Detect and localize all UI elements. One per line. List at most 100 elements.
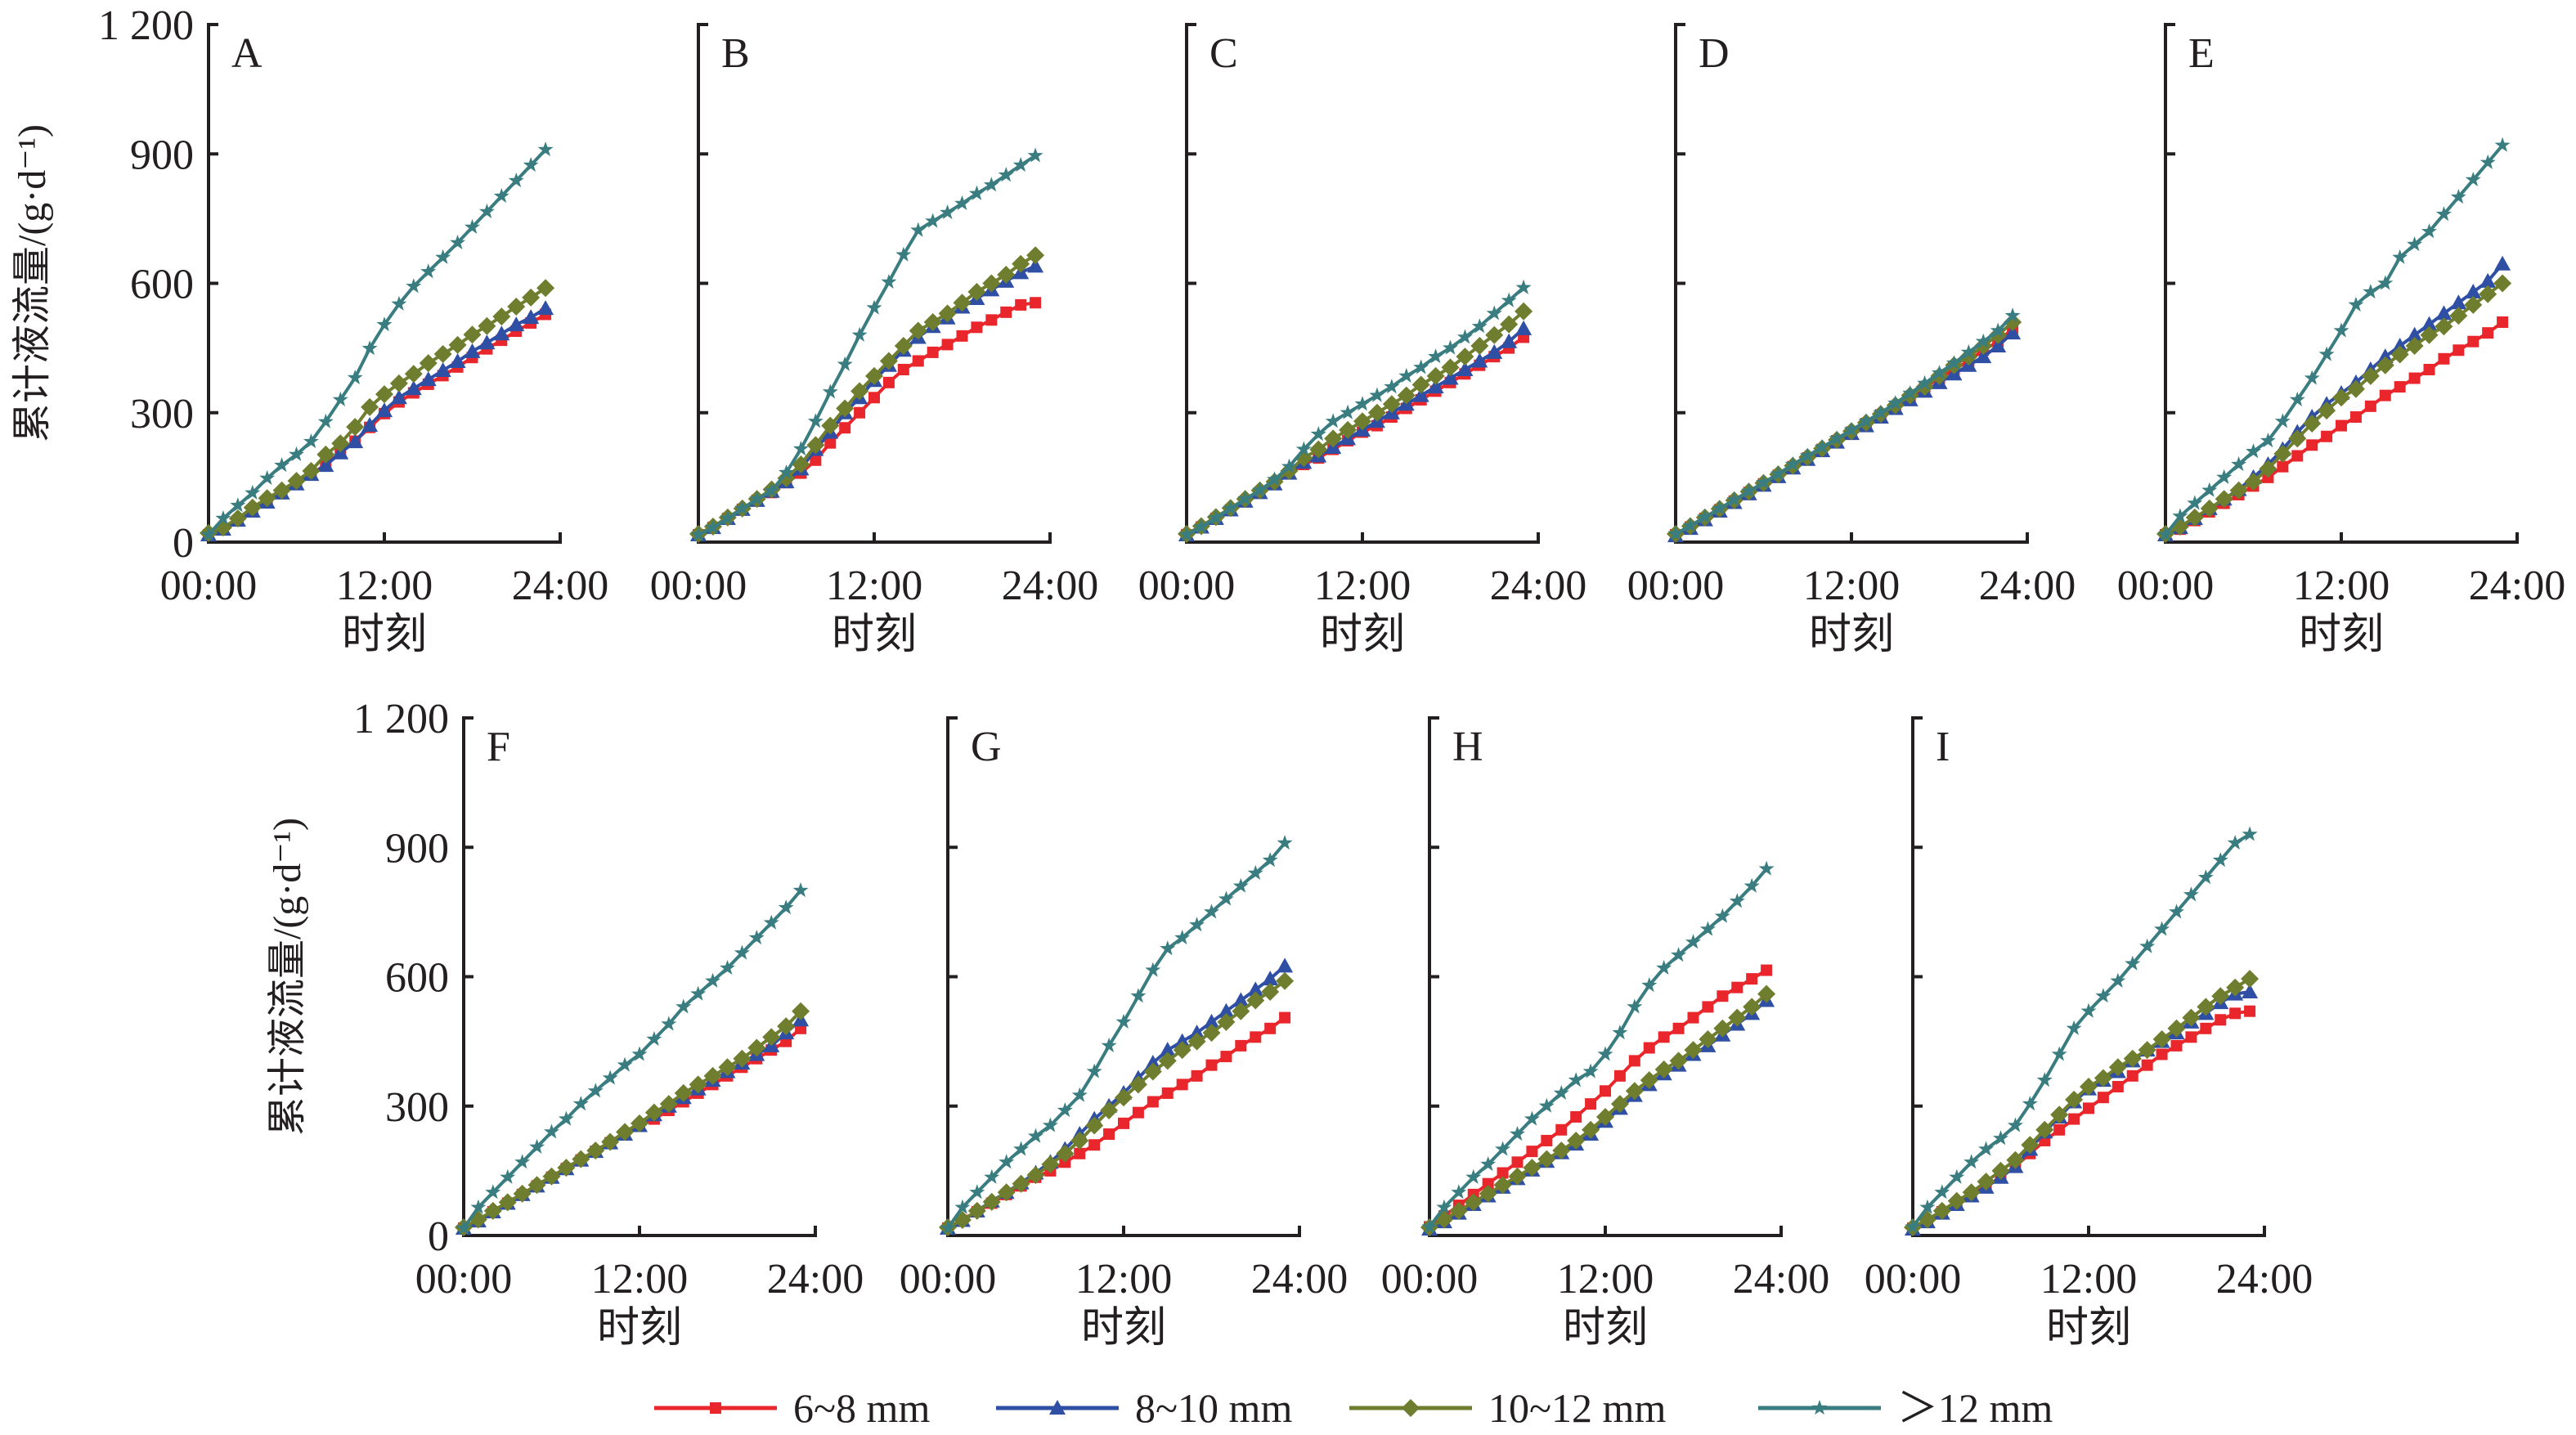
data-point — [1100, 1101, 1119, 1120]
x-axis-label: 时刻 — [1081, 1305, 1166, 1352]
data-point — [762, 1028, 781, 1047]
data-point — [1672, 1022, 1685, 1034]
data-point — [2467, 335, 2480, 348]
panel-label: B — [721, 30, 750, 77]
legend-marker-triangle — [1049, 1400, 1066, 1415]
data-point — [1712, 500, 1728, 515]
data-point — [2126, 1070, 2138, 1082]
data-point — [2479, 285, 2497, 303]
panel-label: G — [971, 724, 1002, 770]
data-point — [2346, 379, 2365, 398]
axes — [2164, 23, 2519, 544]
data-point — [586, 1141, 605, 1160]
x-tick-label: 00:00 — [900, 1256, 996, 1303]
data-point — [2494, 255, 2511, 271]
data-point — [854, 406, 866, 419]
data-point — [882, 376, 895, 388]
data-point — [2377, 275, 2394, 290]
data-point — [1189, 917, 1205, 932]
data-point — [361, 340, 378, 356]
data-point — [1130, 988, 1147, 1003]
axes — [207, 23, 562, 544]
data-point — [1553, 1084, 1569, 1100]
data-point — [1567, 1131, 1586, 1150]
data-point — [2215, 490, 2233, 509]
data-point — [1947, 1191, 1966, 1210]
data-point — [1143, 1062, 1162, 1081]
data-point — [2421, 316, 2438, 331]
data-point — [2273, 444, 2292, 463]
legend-marker-diamond — [1402, 1399, 1420, 1417]
data-point — [1295, 441, 1312, 456]
series-line — [1428, 968, 1768, 1229]
data-point — [1042, 1117, 1058, 1132]
data-point — [868, 392, 880, 404]
data-point — [866, 299, 882, 315]
data-point — [1682, 518, 1699, 532]
x-tick-label: 24:00 — [2216, 1256, 2313, 1303]
data-point — [537, 300, 554, 316]
data-point — [2435, 317, 2453, 336]
data-point — [1279, 1011, 1291, 1024]
data-point — [478, 334, 496, 350]
data-point — [1945, 355, 1962, 370]
legend-item-10-12-mm: 10~12 mm — [1349, 1385, 1666, 1431]
data-point — [1340, 404, 1356, 419]
data-point — [2004, 312, 2022, 331]
data-point — [1479, 1184, 1497, 1203]
data-point — [2197, 998, 2215, 1016]
data-point — [971, 321, 983, 334]
data-point — [824, 437, 837, 449]
legend: 6~8 mm 8~10 mm 10~12 mm ＞12 mm — [654, 1385, 2053, 1431]
data-point — [997, 265, 1016, 284]
data-point — [2125, 955, 2141, 971]
data-point — [1541, 1134, 1553, 1146]
x-tick-label: 00:00 — [415, 1256, 512, 1303]
data-point — [1264, 1022, 1277, 1034]
x-tick-label: 00:00 — [1138, 563, 1235, 609]
data-point — [1887, 395, 1904, 410]
series-line — [2165, 281, 2504, 536]
series-gt-12-mm — [1667, 307, 2021, 541]
data-point — [1919, 1199, 1936, 1214]
data-point — [1187, 1032, 1206, 1051]
data-point — [2167, 1019, 2186, 1038]
data-point — [1217, 1012, 1236, 1031]
data-point — [1669, 1052, 1688, 1070]
y-axis-label: 累计液流量/(g·d⁻¹) — [11, 124, 54, 442]
data-point — [2241, 970, 2260, 989]
series-gt-12-mm — [1178, 279, 1532, 542]
data-point — [2216, 469, 2233, 484]
data-point — [331, 434, 350, 453]
data-point — [1497, 1167, 1509, 1179]
data-point — [1471, 318, 1488, 334]
data-point — [522, 288, 541, 307]
data-point — [2321, 430, 2333, 442]
data-point — [1746, 973, 1758, 985]
data-point — [984, 1168, 1000, 1184]
data-point — [2229, 481, 2248, 500]
data-point — [967, 1201, 986, 1220]
data-point — [450, 234, 466, 249]
series-line — [947, 980, 1286, 1229]
data-point — [1262, 852, 1278, 868]
series-line — [946, 841, 1286, 1230]
data-point — [763, 914, 779, 930]
data-point — [2450, 294, 2467, 310]
data-point — [2157, 527, 2174, 542]
series-10-12-mm — [2156, 274, 2512, 543]
data-point — [1354, 396, 1371, 411]
data-point — [1731, 981, 1744, 993]
data-point — [940, 1220, 956, 1235]
x-tick-label: 00:00 — [2117, 563, 2214, 609]
data-point — [433, 345, 452, 364]
data-point — [1482, 1177, 1494, 1190]
y-tick-label: 600 — [130, 262, 194, 308]
data-point — [1367, 403, 1386, 422]
series-gt-12-mm — [200, 141, 554, 542]
data-point — [2260, 433, 2276, 448]
data-point — [792, 1002, 810, 1020]
data-point — [2141, 1059, 2153, 1071]
data-point — [2095, 988, 2112, 1003]
